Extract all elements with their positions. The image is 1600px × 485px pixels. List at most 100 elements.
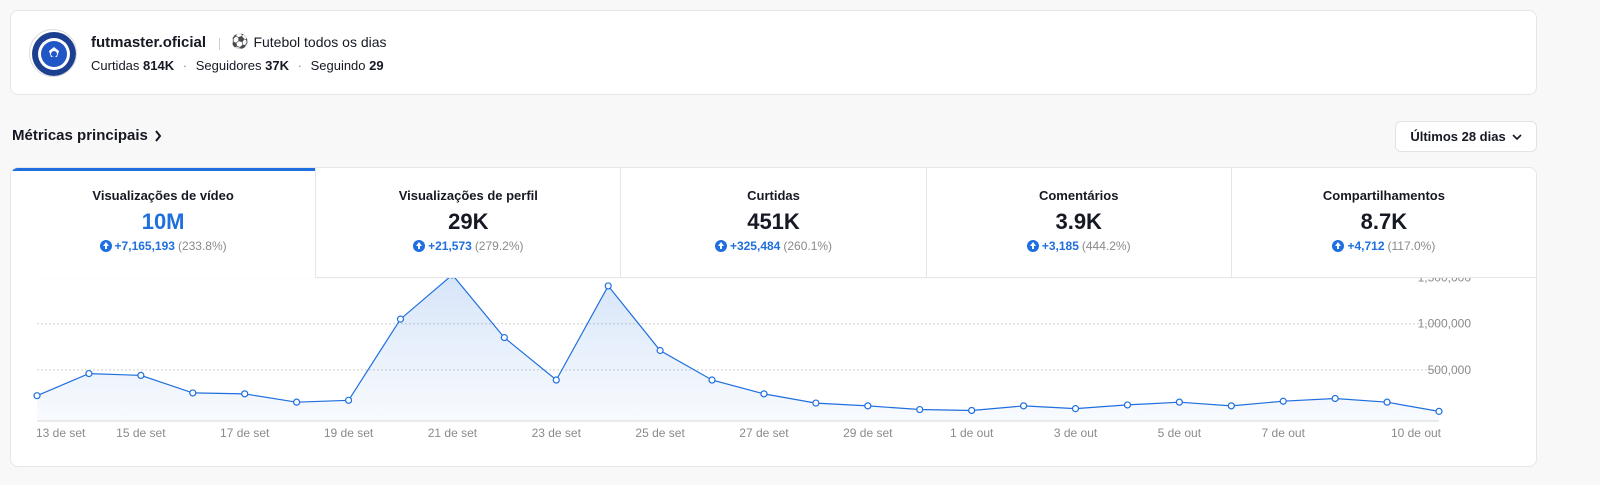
profile-card: futmaster.oficial ⚽ Futebol todos os dia…	[10, 10, 1537, 95]
arrow-up-icon	[1332, 240, 1345, 252]
tab-profile-views[interactable]: Visualizações de perfil 29K +21,573 (279…	[316, 168, 622, 278]
x-tick-label: 7 de out	[1262, 426, 1306, 440]
data-point[interactable]	[604, 282, 612, 290]
video-views-chart: 13 de set 15 de set 17 de set 19 de set 21 d…	[33, 278, 1472, 440]
tab-percent: (233.8%)	[177, 239, 227, 253]
x-tick-label: 17 de set	[220, 426, 270, 440]
tab-percent: (117.0%)	[1387, 239, 1436, 253]
data-point[interactable]	[1019, 402, 1028, 410]
tab-delta: +325,484	[729, 239, 781, 253]
divider	[219, 38, 220, 50]
tab-delta: +7,165,193	[114, 239, 175, 253]
arrow-up-icon	[1026, 240, 1039, 252]
tab-comments[interactable]: Comentários 3.9K +3,185 (444.2%)	[926, 168, 1232, 278]
chart-area	[37, 278, 1439, 421]
y-tick-label: 1,500,000	[1418, 278, 1472, 285]
data-point[interactable]	[968, 406, 976, 415]
data-point[interactable]	[1383, 398, 1391, 406]
x-tick-label: 13 de set	[36, 426, 86, 440]
metric-tabs: Visualizações de vídeo 10M +7,165,193 (2…	[11, 168, 1536, 278]
x-tick-label: 5 de out	[1158, 426, 1202, 440]
profile-bio: ⚽ Futebol todos os dias	[231, 33, 387, 50]
data-point[interactable]	[1123, 401, 1132, 409]
tab-likes[interactable]: Curtidas 451K +325,484 (260.1%)	[621, 168, 927, 278]
arrow-up-icon	[714, 240, 727, 252]
tab-value: 8.7K	[1360, 209, 1408, 234]
tab-shares[interactable]: Compartilhamentos 8.7K +4,712 (117.0%)	[1231, 168, 1536, 278]
arrow-up-icon	[413, 240, 426, 252]
arrow-up-icon	[99, 240, 112, 252]
data-point[interactable]	[344, 396, 353, 404]
x-tick-label: 21 de set	[428, 426, 478, 440]
data-point[interactable]	[760, 390, 768, 398]
tab-label: Compartilhamentos	[1322, 188, 1445, 203]
chevron-down-icon	[1512, 133, 1522, 140]
tab-value: 29K	[448, 209, 489, 234]
futmaster-logo-icon	[32, 32, 76, 76]
avatar[interactable]	[29, 29, 77, 77]
data-point[interactable]	[812, 399, 820, 407]
data-point[interactable]	[1175, 398, 1183, 406]
y-tick-label: 500,000	[1428, 363, 1472, 377]
tab-value: 10M	[141, 209, 185, 234]
tab-change: +7,165,193 (233.8%)	[11, 239, 315, 253]
tab-label: Comentários	[1038, 188, 1119, 203]
tab-percent: (279.2%)	[474, 239, 524, 253]
data-point[interactable]	[396, 315, 405, 323]
data-point[interactable]	[189, 389, 197, 397]
tab-percent: (444.2%)	[1081, 239, 1131, 253]
data-point[interactable]	[916, 405, 924, 414]
data-point[interactable]	[241, 390, 249, 398]
tab-change: +3,185 (444.2%)	[927, 239, 1231, 253]
data-point[interactable]	[137, 371, 145, 380]
data-point[interactable]	[552, 376, 560, 384]
data-point[interactable]	[708, 376, 716, 384]
chart-line	[36, 278, 1440, 412]
x-tick-label: 29 de set	[843, 426, 893, 440]
x-tick-label: 25 de set	[635, 426, 685, 440]
data-point[interactable]	[1435, 407, 1443, 415]
data-point[interactable]	[1227, 402, 1235, 410]
tab-delta: +21,573	[428, 239, 472, 253]
tab-change: +21,573 (279.2%)	[316, 239, 620, 253]
data-point[interactable]	[1331, 394, 1339, 403]
x-tick-label: 27 de set	[739, 426, 789, 440]
data-point[interactable]	[500, 333, 508, 342]
date-range-label: Últimos 28 dias	[1410, 129, 1506, 144]
tab-delta: +4,712	[1347, 239, 1385, 253]
data-point[interactable]	[293, 398, 301, 406]
profile-name: futmaster.oficial	[91, 34, 207, 51]
tab-delta: +3,185	[1041, 239, 1079, 253]
tab-value: 3.9K	[1055, 209, 1102, 234]
separator: ·	[297, 58, 302, 73]
tab-label: Curtidas	[747, 188, 800, 203]
following-count: 29	[369, 58, 384, 73]
x-tick-label: 10 de out	[1391, 426, 1442, 440]
soccer-ball-icon: ⚽	[231, 33, 249, 49]
x-tick-label: 19 de set	[324, 426, 374, 440]
data-point[interactable]	[33, 392, 41, 400]
tab-change: +4,712 (117.0%)	[1232, 239, 1536, 253]
tab-video-views[interactable]: Visualizações de vídeo 10M +7,165,193 (2…	[11, 168, 317, 278]
y-tick-label: 1,000,000	[1418, 317, 1472, 331]
date-range-dropdown[interactable]: Últimos 28 dias	[1395, 121, 1537, 152]
data-point[interactable]	[1279, 397, 1287, 405]
data-point[interactable]	[85, 369, 93, 378]
tab-label: Visualizações de perfil	[398, 188, 538, 203]
x-tick-label: 15 de set	[116, 426, 166, 440]
tab-change: +325,484 (260.1%)	[621, 239, 925, 253]
chevron-right-icon	[155, 129, 162, 142]
tab-value: 451K	[747, 209, 800, 234]
data-point[interactable]	[656, 346, 664, 355]
tab-percent: (260.1%)	[783, 239, 833, 253]
data-point[interactable]	[864, 402, 872, 410]
x-tick-label: 1 de out	[950, 426, 994, 440]
section-title[interactable]: Métricas principais	[12, 127, 162, 144]
x-tick-label: 3 de out	[1054, 426, 1098, 440]
bio-text: Futebol todos os dias	[253, 33, 387, 50]
data-point[interactable]	[1071, 405, 1080, 413]
likes-label: Curtidas	[91, 58, 140, 73]
profile-stats: Curtidas 814K · Seguidores 37K · Seguind…	[91, 58, 384, 73]
followers-count: 37K	[265, 58, 289, 73]
following-label: Seguindo	[310, 58, 366, 73]
